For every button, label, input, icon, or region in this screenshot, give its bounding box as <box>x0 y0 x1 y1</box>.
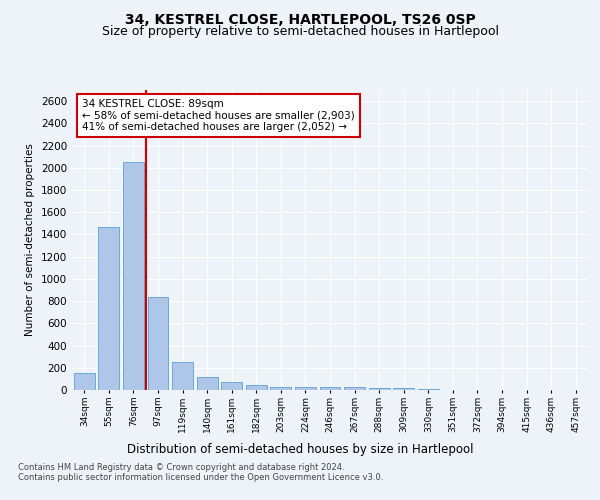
Bar <box>74 373 95 390</box>
Bar <box>393 388 414 390</box>
Text: 34, KESTREL CLOSE, HARTLEPOOL, TS26 0SP: 34, KESTREL CLOSE, HARTLEPOOL, TS26 0SP <box>125 12 475 26</box>
Bar <box>197 377 218 390</box>
Y-axis label: Number of semi-detached properties: Number of semi-detached properties <box>25 144 35 336</box>
Text: Size of property relative to semi-detached houses in Hartlepool: Size of property relative to semi-detach… <box>101 25 499 38</box>
Bar <box>123 162 144 390</box>
Text: 34 KESTREL CLOSE: 89sqm
← 58% of semi-detached houses are smaller (2,903)
41% of: 34 KESTREL CLOSE: 89sqm ← 58% of semi-de… <box>82 99 355 132</box>
Bar <box>148 297 169 390</box>
Bar <box>221 382 242 390</box>
Bar <box>246 385 267 390</box>
Bar <box>172 362 193 390</box>
Bar <box>320 386 340 390</box>
Bar <box>271 386 292 390</box>
Bar <box>295 387 316 390</box>
Bar <box>368 388 389 390</box>
Bar <box>98 226 119 390</box>
Text: Contains HM Land Registry data © Crown copyright and database right 2024.
Contai: Contains HM Land Registry data © Crown c… <box>18 462 383 482</box>
Bar <box>344 387 365 390</box>
Text: Distribution of semi-detached houses by size in Hartlepool: Distribution of semi-detached houses by … <box>127 442 473 456</box>
